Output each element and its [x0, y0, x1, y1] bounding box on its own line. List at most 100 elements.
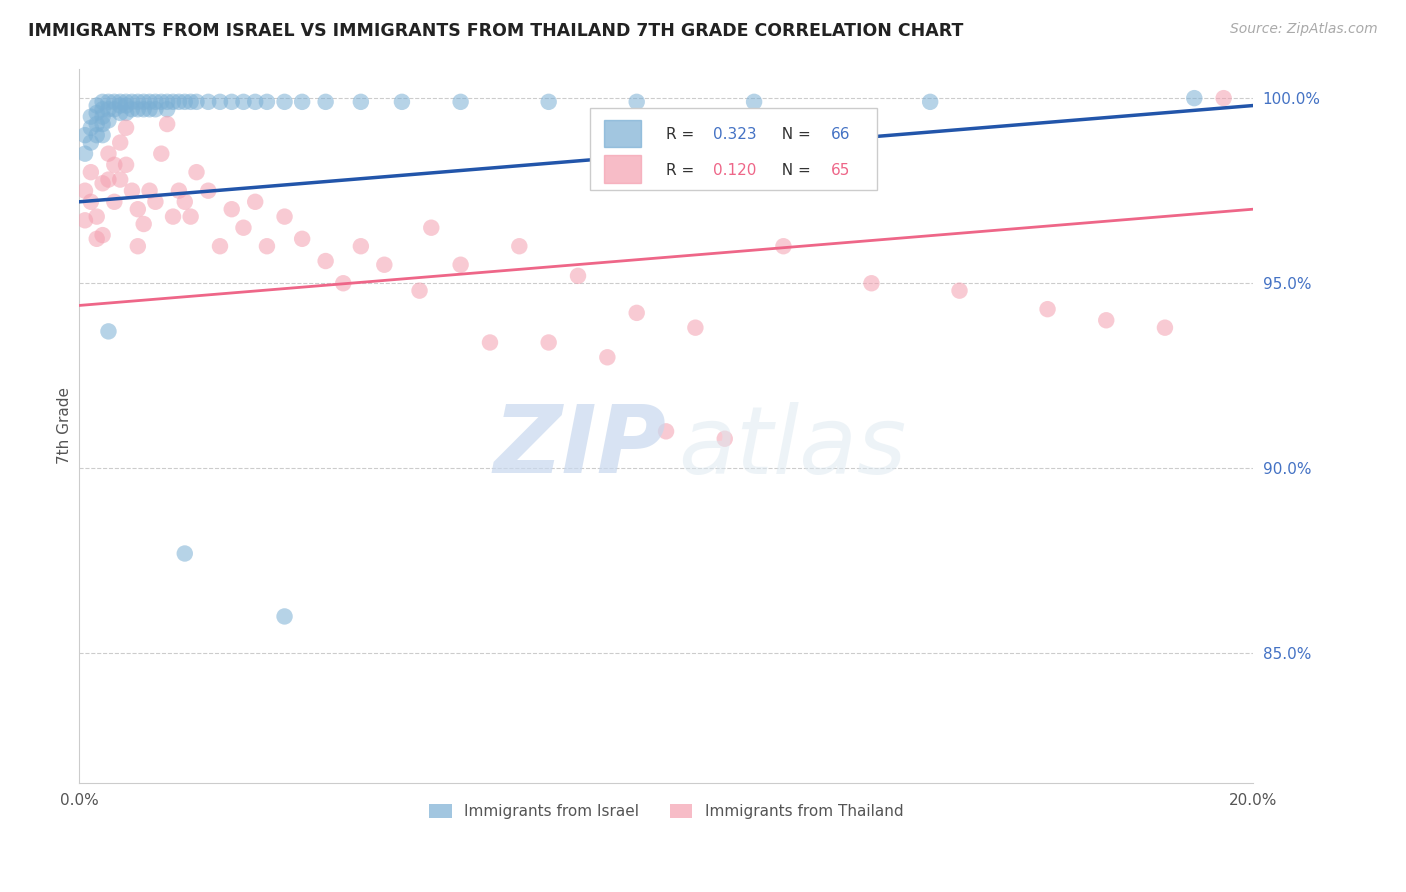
- Text: atlas: atlas: [678, 401, 905, 492]
- Point: [173, 547, 195, 561]
- Point: [132, 95, 155, 109]
- Point: [350, 239, 373, 253]
- Point: [180, 95, 202, 109]
- Point: [91, 117, 114, 131]
- Point: [97, 113, 120, 128]
- Point: [97, 146, 120, 161]
- Point: [537, 95, 560, 109]
- Point: [450, 258, 472, 272]
- Point: [391, 95, 413, 109]
- Point: [315, 95, 337, 109]
- Point: [108, 95, 131, 109]
- Legend: Immigrants from Israel, Immigrants from Thailand: Immigrants from Israel, Immigrants from …: [423, 798, 910, 825]
- Y-axis label: 7th Grade: 7th Grade: [58, 387, 72, 464]
- Point: [80, 120, 103, 135]
- Point: [86, 128, 108, 143]
- Point: [115, 95, 138, 109]
- Point: [948, 284, 970, 298]
- Point: [127, 95, 149, 109]
- Text: N =: N =: [772, 128, 815, 143]
- Point: [315, 254, 337, 268]
- Point: [197, 184, 219, 198]
- Point: [103, 194, 125, 209]
- Text: R =: R =: [666, 128, 699, 143]
- Point: [655, 425, 678, 439]
- Point: [256, 239, 278, 253]
- Point: [332, 277, 354, 291]
- Point: [108, 98, 131, 112]
- Point: [221, 95, 243, 109]
- Point: [408, 284, 430, 298]
- Point: [772, 239, 794, 253]
- Point: [86, 117, 108, 131]
- Point: [91, 176, 114, 190]
- Point: [208, 239, 231, 253]
- Point: [103, 102, 125, 116]
- Point: [73, 213, 96, 227]
- Point: [103, 95, 125, 109]
- Bar: [603, 155, 641, 183]
- Point: [127, 239, 149, 253]
- Point: [232, 95, 254, 109]
- Point: [626, 306, 648, 320]
- Point: [115, 158, 138, 172]
- Point: [145, 95, 167, 109]
- Point: [273, 95, 295, 109]
- Point: [596, 351, 619, 365]
- Point: [245, 95, 267, 109]
- Point: [860, 277, 883, 291]
- Point: [127, 102, 149, 116]
- Point: [626, 95, 648, 109]
- Point: [742, 95, 765, 109]
- Point: [537, 335, 560, 350]
- Point: [167, 184, 190, 198]
- Point: [173, 194, 195, 209]
- Point: [273, 609, 295, 624]
- Point: [245, 194, 267, 209]
- Point: [73, 128, 96, 143]
- Point: [508, 239, 530, 253]
- Point: [97, 102, 120, 116]
- Text: 66: 66: [831, 128, 849, 143]
- Point: [132, 102, 155, 116]
- Point: [121, 184, 143, 198]
- Point: [1182, 91, 1205, 105]
- Point: [350, 95, 373, 109]
- Point: [115, 120, 138, 135]
- Point: [1036, 302, 1059, 317]
- Point: [291, 95, 314, 109]
- Point: [713, 432, 735, 446]
- Point: [145, 194, 167, 209]
- Point: [97, 324, 120, 338]
- Point: [208, 95, 231, 109]
- Point: [186, 95, 208, 109]
- Point: [86, 98, 108, 112]
- Point: [197, 95, 219, 109]
- Point: [162, 95, 184, 109]
- Point: [91, 128, 114, 143]
- Point: [221, 202, 243, 217]
- Bar: [603, 120, 641, 147]
- Text: R =: R =: [666, 163, 699, 178]
- Point: [91, 110, 114, 124]
- Point: [291, 232, 314, 246]
- Point: [127, 202, 149, 217]
- Text: 0.323: 0.323: [713, 128, 756, 143]
- Point: [80, 110, 103, 124]
- Point: [1154, 320, 1177, 334]
- Point: [97, 172, 120, 186]
- Point: [138, 102, 160, 116]
- Point: [108, 106, 131, 120]
- Bar: [589, 108, 877, 190]
- Point: [86, 106, 108, 120]
- Point: [91, 95, 114, 109]
- Point: [1212, 91, 1234, 105]
- Point: [232, 220, 254, 235]
- Point: [150, 95, 173, 109]
- Point: [80, 194, 103, 209]
- Text: Source: ZipAtlas.com: Source: ZipAtlas.com: [1230, 22, 1378, 37]
- Point: [138, 184, 160, 198]
- Point: [920, 95, 942, 109]
- Point: [108, 172, 131, 186]
- Point: [373, 258, 395, 272]
